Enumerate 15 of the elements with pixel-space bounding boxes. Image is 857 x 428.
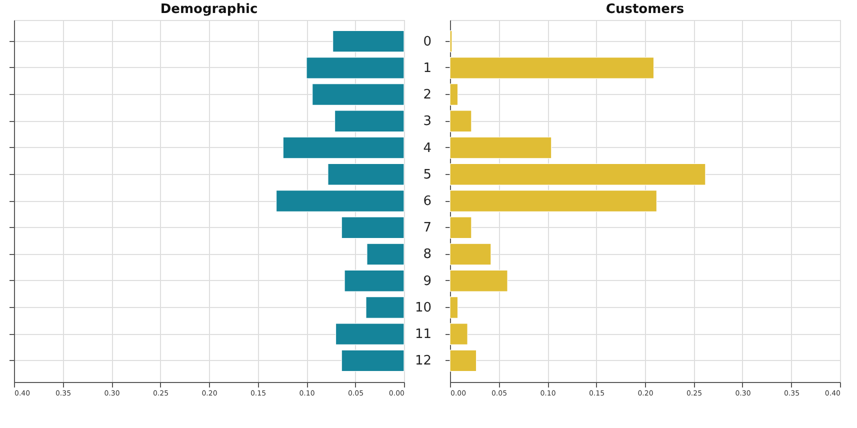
y-tick-label: 6 (423, 194, 432, 209)
y-tick-label: 10 (414, 300, 432, 316)
y-tick-label: 0 (423, 34, 432, 50)
y-tick-label: 8 (423, 247, 432, 262)
chart-title: Demographic (160, 2, 258, 17)
chart-title: Customers (606, 2, 684, 17)
y-tick-label: 11 (414, 327, 432, 342)
y-tick-label: 5 (423, 167, 432, 182)
y-tick-label: 4 (423, 140, 432, 156)
y-tick-label: 2 (423, 88, 432, 103)
y-tick-label: 9 (423, 274, 432, 289)
y-tick-label: 3 (423, 114, 432, 130)
y-tick-label: 1 (423, 60, 432, 76)
y-tick-label: 12 (414, 354, 432, 369)
y-tick-label: 7 (423, 220, 432, 236)
